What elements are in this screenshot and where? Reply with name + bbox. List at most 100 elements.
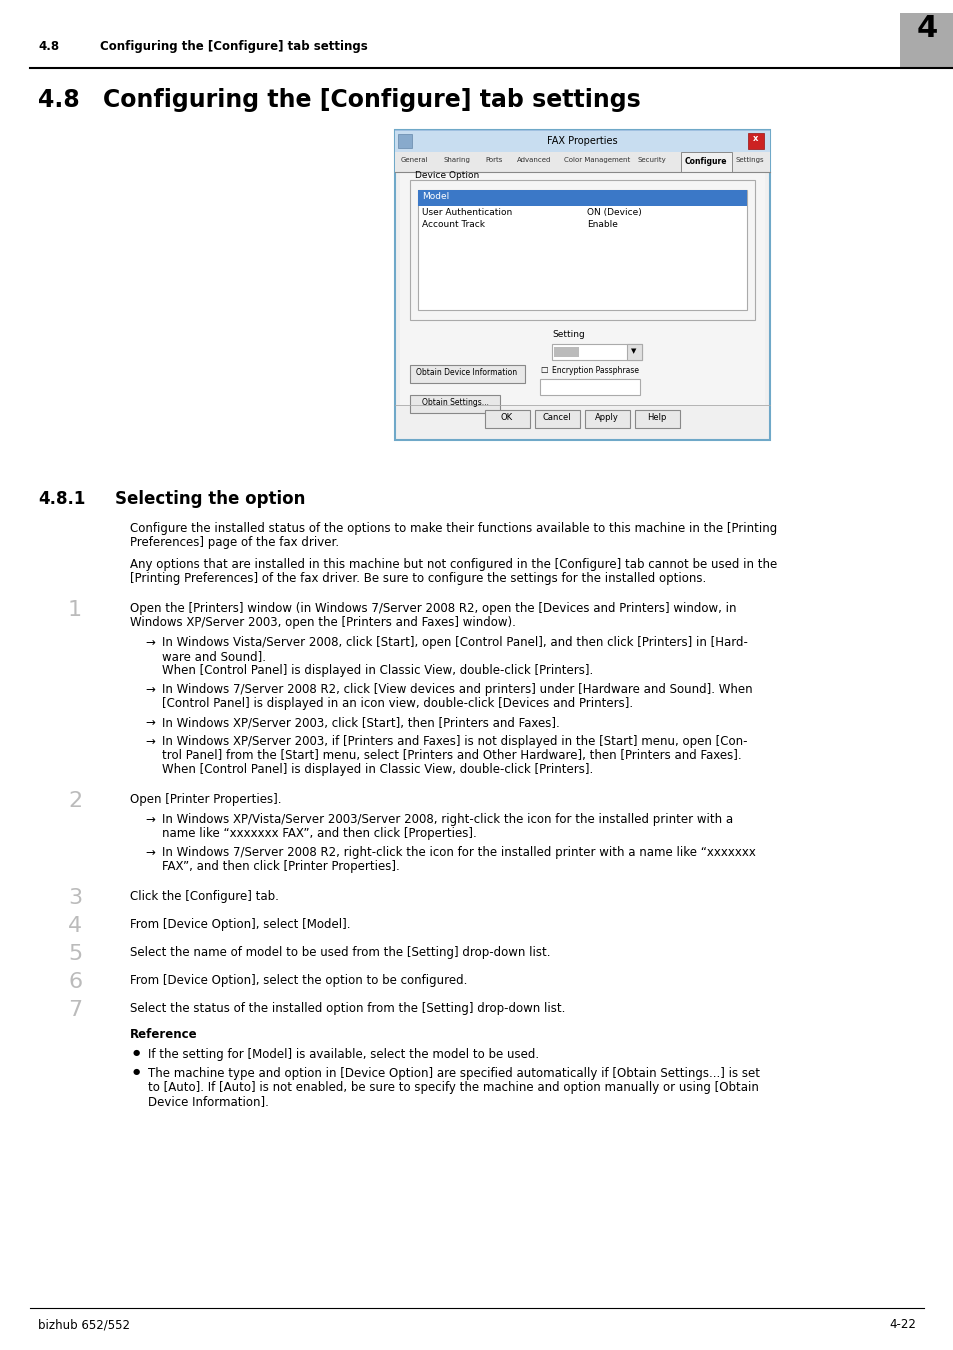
Text: Device Information].: Device Information]. — [148, 1095, 269, 1108]
Text: FAX Properties: FAX Properties — [546, 136, 617, 146]
Text: Help: Help — [647, 413, 666, 423]
Text: Click the [Configure] tab.: Click the [Configure] tab. — [130, 890, 278, 903]
Text: From [Device Option], select the option to be configured.: From [Device Option], select the option … — [130, 973, 467, 987]
Text: Open [Printer Properties].: Open [Printer Properties]. — [130, 792, 281, 806]
Bar — [397, 134, 412, 148]
Bar — [484, 410, 530, 428]
Text: 2: 2 — [68, 791, 82, 811]
Text: Configuring the [Configure] tab settings: Configuring the [Configure] tab settings — [100, 40, 367, 53]
Bar — [680, 153, 731, 171]
Text: FAX”, and then click [Printer Properties].: FAX”, and then click [Printer Properties… — [162, 860, 399, 873]
Text: ●: ● — [132, 1048, 140, 1057]
Text: In Windows Vista/Server 2008, click [Start], open [Control Panel], and then clic: In Windows Vista/Server 2008, click [Sta… — [162, 636, 747, 649]
Bar — [552, 344, 641, 360]
Bar — [747, 134, 763, 148]
Text: ▼: ▼ — [631, 348, 636, 354]
Text: In Windows 7/Server 2008 R2, click [View devices and printers] under [Hardware a: In Windows 7/Server 2008 R2, click [View… — [162, 683, 752, 697]
Text: Advanced: Advanced — [517, 157, 551, 163]
Bar — [899, 14, 953, 68]
Text: The machine type and option in [Device Option] are specified automatically if [O: The machine type and option in [Device O… — [148, 1066, 760, 1080]
Text: ☐: ☐ — [539, 366, 547, 375]
Text: 4-22: 4-22 — [888, 1318, 915, 1331]
Text: Apply: Apply — [595, 413, 618, 423]
Text: Selecting the option: Selecting the option — [115, 490, 305, 508]
Text: Reference: Reference — [130, 1027, 197, 1041]
Text: Obtain Device Information: Obtain Device Information — [416, 369, 517, 377]
Text: Model: Model — [421, 192, 449, 201]
Bar — [635, 410, 679, 428]
Text: Security: Security — [637, 157, 665, 163]
Text: Settings: Settings — [735, 157, 763, 163]
Text: If the setting for [Model] is available, select the model to be used.: If the setting for [Model] is available,… — [148, 1048, 538, 1061]
Text: Encryption Passphrase: Encryption Passphrase — [552, 366, 639, 375]
Text: In Windows XP/Server 2003, click [Start], then [Printers and Faxes].: In Windows XP/Server 2003, click [Start]… — [162, 716, 559, 729]
Text: 1: 1 — [68, 599, 82, 620]
Text: →: → — [145, 813, 154, 826]
Text: name like “xxxxxxx FAX”, and then click [Properties].: name like “xxxxxxx FAX”, and then click … — [162, 828, 476, 840]
Bar — [417, 190, 746, 207]
Text: Configure: Configure — [684, 157, 726, 166]
Text: ware and Sound].: ware and Sound]. — [162, 649, 266, 663]
Text: ●: ● — [132, 1066, 140, 1076]
Text: Obtain Settings...: Obtain Settings... — [421, 398, 488, 406]
Text: General: General — [400, 157, 428, 163]
Text: →: → — [145, 636, 154, 649]
Text: 5: 5 — [68, 944, 82, 964]
Text: OK: OK — [500, 413, 513, 423]
Text: ON (Device): ON (Device) — [586, 208, 641, 217]
Text: Enable: Enable — [586, 220, 618, 230]
Bar — [395, 130, 769, 153]
Text: to [Auto]. If [Auto] is not enabled, be sure to specify the machine and option m: to [Auto]. If [Auto] is not enabled, be … — [148, 1081, 758, 1094]
Text: x: x — [753, 134, 758, 143]
Text: [Control Panel] is displayed in an icon view, double-click [Devices and Printers: [Control Panel] is displayed in an icon … — [162, 697, 633, 710]
Text: Color Management: Color Management — [563, 157, 630, 163]
Text: Windows XP/Server 2003, open the [Printers and Faxes] window).: Windows XP/Server 2003, open the [Printe… — [130, 616, 516, 629]
Text: Device Option: Device Option — [415, 171, 478, 181]
Bar — [395, 130, 769, 440]
Text: From [Device Option], select [Model].: From [Device Option], select [Model]. — [130, 918, 350, 932]
Bar — [410, 396, 499, 413]
Text: Any options that are installed in this machine but not configured in the [Config: Any options that are installed in this m… — [130, 558, 777, 571]
Text: Sharing: Sharing — [442, 157, 470, 163]
Text: Preferences] page of the fax driver.: Preferences] page of the fax driver. — [130, 536, 338, 549]
Text: Setting: Setting — [552, 329, 584, 339]
Text: trol Panel] from the [Start] menu, select [Printers and Other Hardware], then [P: trol Panel] from the [Start] menu, selec… — [162, 749, 740, 761]
Text: In Windows 7/Server 2008 R2, right-click the icon for the installed printer with: In Windows 7/Server 2008 R2, right-click… — [162, 846, 755, 859]
Bar — [535, 410, 579, 428]
Bar — [417, 190, 746, 310]
Text: 4: 4 — [916, 14, 937, 43]
Text: →: → — [145, 846, 154, 859]
Bar — [539, 379, 639, 396]
Text: Open the [Printers] window (in Windows 7/Server 2008 R2, open the [Devices and P: Open the [Printers] window (in Windows 7… — [130, 602, 736, 616]
Text: 4.8: 4.8 — [38, 88, 80, 112]
Bar — [399, 171, 764, 405]
Text: 4.8.1: 4.8.1 — [38, 490, 85, 508]
Text: Select the status of the installed option from the [Setting] drop-down list.: Select the status of the installed optio… — [130, 1002, 565, 1015]
Text: In Windows XP/Server 2003, if [Printers and Faxes] is not displayed in the [Star: In Windows XP/Server 2003, if [Printers … — [162, 734, 747, 748]
Text: →: → — [145, 734, 154, 748]
Bar — [584, 410, 629, 428]
Text: Account Track: Account Track — [421, 220, 484, 230]
Bar — [554, 347, 578, 356]
Text: When [Control Panel] is displayed in Classic View, double-click [Printers].: When [Control Panel] is displayed in Cla… — [162, 763, 593, 776]
Text: 4.8: 4.8 — [38, 40, 59, 53]
Text: User Authentication: User Authentication — [421, 208, 512, 217]
Text: bizhub 652/552: bizhub 652/552 — [38, 1318, 130, 1331]
Text: 7: 7 — [68, 1000, 82, 1021]
Text: →: → — [145, 683, 154, 697]
Text: 4: 4 — [68, 917, 82, 936]
Text: [Printing Preferences] of the fax driver. Be sure to configure the settings for : [Printing Preferences] of the fax driver… — [130, 572, 705, 585]
Bar — [410, 364, 524, 383]
Text: In Windows XP/Vista/Server 2003/Server 2008, right-click the icon for the instal: In Windows XP/Vista/Server 2003/Server 2… — [162, 813, 732, 826]
Text: Ports: Ports — [484, 157, 502, 163]
Text: When [Control Panel] is displayed in Classic View, double-click [Printers].: When [Control Panel] is displayed in Cla… — [162, 664, 593, 676]
Bar — [395, 153, 769, 171]
Text: 3: 3 — [68, 888, 82, 909]
Text: Configure the installed status of the options to make their functions available : Configure the installed status of the op… — [130, 522, 777, 535]
Text: Configuring the [Configure] tab settings: Configuring the [Configure] tab settings — [103, 88, 640, 112]
Text: Select the name of model to be used from the [Setting] drop-down list.: Select the name of model to be used from… — [130, 946, 550, 958]
Bar — [410, 180, 754, 320]
Text: →: → — [145, 716, 154, 729]
Text: 6: 6 — [68, 972, 82, 992]
Text: Cancel: Cancel — [542, 413, 571, 423]
